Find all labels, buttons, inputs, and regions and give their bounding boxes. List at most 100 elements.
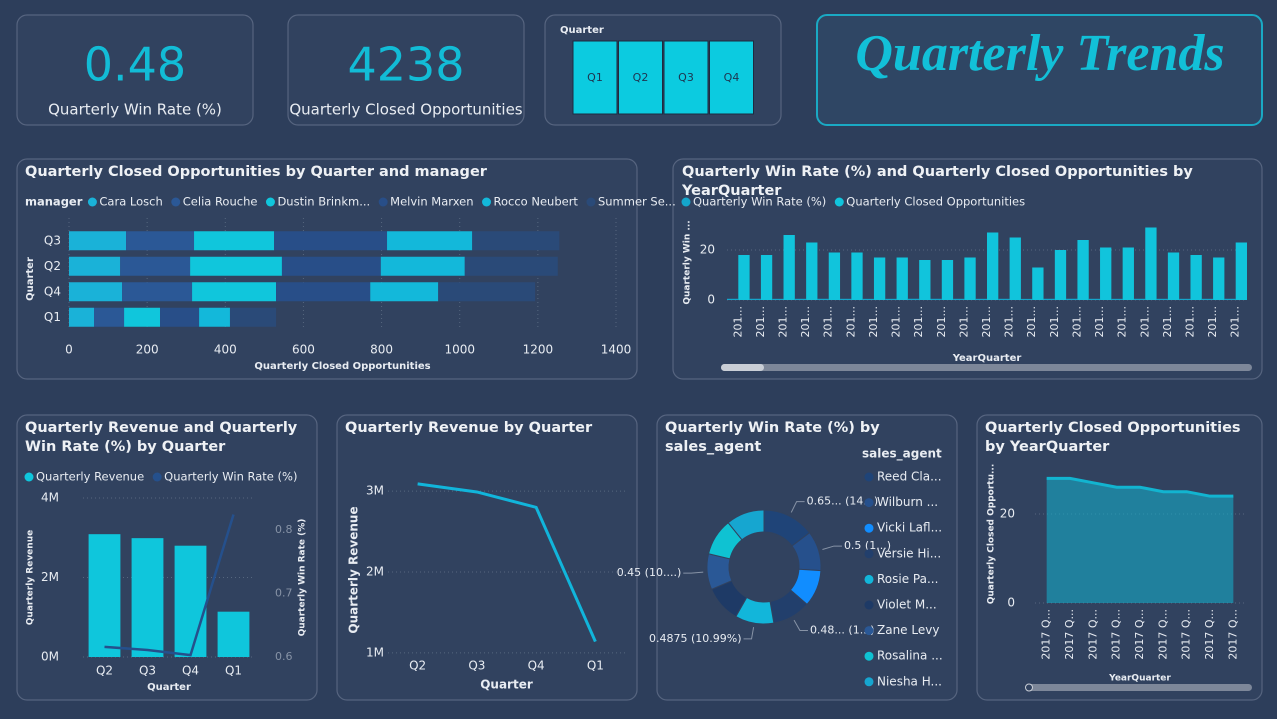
bar[interactable] [1133,298,1146,300]
bar-segment[interactable] [190,256,282,276]
bar[interactable] [1122,247,1134,301]
bar[interactable] [88,534,121,657]
bar[interactable] [760,255,773,300]
bar[interactable] [1043,298,1055,300]
bar[interactable] [772,298,784,300]
bar-segment[interactable] [69,307,95,327]
bar-segment[interactable] [192,282,277,302]
bar-segment[interactable] [124,307,161,327]
bar[interactable] [1077,240,1089,300]
bar[interactable] [896,257,908,301]
bar[interactable] [1020,298,1033,300]
bar[interactable] [828,252,841,301]
bar[interactable] [1190,255,1202,300]
legend-label[interactable]: Summer Se... [598,195,676,209]
bar[interactable] [783,235,795,300]
bar[interactable] [1145,227,1157,301]
bar[interactable] [941,260,954,300]
bar[interactable] [817,298,829,300]
slicer-item[interactable] [618,40,663,115]
bar-segment[interactable] [94,307,125,327]
bar-segment[interactable] [69,282,123,302]
legend-label[interactable]: Wilburn ... [877,495,938,509]
legend-label[interactable]: Cara Losch [99,195,162,209]
bar-segment[interactable] [281,256,381,276]
bar[interactable] [806,242,818,301]
legend-label[interactable]: Dustin Brinkm... [277,195,370,209]
bar-segment[interactable] [120,256,191,276]
legend-label[interactable]: Reed Cla... [877,470,942,484]
slicer-item[interactable] [709,40,754,115]
bar-segment[interactable] [160,307,200,327]
bar-segment[interactable] [380,256,465,276]
legend-label[interactable]: Quarterly Revenue [36,470,144,484]
scrollbar[interactable] [1027,684,1252,691]
bar[interactable] [1066,298,1078,300]
scrollbar-thumb[interactable] [721,364,764,371]
bar[interactable] [919,260,931,300]
bar-segment[interactable] [472,231,560,251]
bar-segment[interactable] [199,307,230,327]
bar-segment[interactable] [276,282,371,302]
bar[interactable] [975,298,987,300]
bar[interactable] [1054,250,1067,300]
legend-label[interactable]: Versie Hi... [877,546,941,560]
bar[interactable] [1179,298,1191,300]
bar[interactable] [1009,237,1021,301]
bar[interactable] [174,545,207,657]
bar-segment[interactable] [274,231,388,251]
bar[interactable] [1235,242,1247,301]
bar[interactable] [873,257,886,301]
bar[interactable] [794,298,807,300]
legend-label[interactable]: Niesha H... [877,674,942,688]
legend-label[interactable]: Vicki Lafl... [877,521,942,535]
bar[interactable] [1201,298,1214,300]
bar[interactable] [1032,267,1044,301]
bar-segment[interactable] [229,307,277,327]
legend-label[interactable]: Melvin Marxen [390,195,473,209]
scrollbar[interactable] [721,364,1252,371]
bar[interactable] [1111,298,1123,300]
bar[interactable] [738,255,750,300]
bar[interactable] [840,298,852,300]
bar[interactable] [1224,298,1236,300]
bar[interactable] [862,298,874,300]
legend-label[interactable]: Celia Rouche [183,195,258,209]
bar[interactable] [907,298,920,300]
slicer-item-label[interactable]: Q4 [724,71,740,84]
bar[interactable] [953,298,965,300]
slicer-item[interactable] [572,40,618,115]
bar[interactable] [987,232,999,301]
slicer-item-label[interactable]: Q1 [587,71,603,84]
scrollbar-thumb[interactable] [1025,683,1033,692]
bar[interactable] [1100,247,1112,301]
bar[interactable] [851,252,863,301]
slicer-item-label[interactable]: Q2 [633,71,649,84]
bar[interactable] [131,538,164,657]
bar[interactable] [749,298,761,300]
bar-segment[interactable] [69,256,121,276]
legend-label[interactable]: Rocco Neubert [494,195,579,209]
legend-label[interactable]: Quarterly Closed Opportunities [846,195,1025,209]
bar-segment[interactable] [464,256,558,276]
bar[interactable] [998,298,1010,300]
bar[interactable] [930,298,942,300]
slicer-item[interactable] [663,40,709,115]
legend-label[interactable]: Rosie Pa... [877,572,938,586]
bar-segment[interactable] [370,282,439,302]
bar-segment[interactable] [194,231,275,251]
legend-label[interactable]: Zane Levy [877,623,939,637]
bar-segment[interactable] [438,282,536,302]
bar[interactable] [885,298,897,300]
bar-segment[interactable] [122,282,193,302]
donut-slice[interactable] [727,509,765,541]
legend-label[interactable]: Quarterly Win Rate (%) [693,195,826,209]
bar[interactable] [1167,252,1180,301]
bar[interactable] [217,611,250,657]
legend-label[interactable]: Quarterly Win Rate (%) [164,470,297,484]
bar[interactable] [1156,298,1168,300]
bar[interactable] [1088,298,1101,300]
bar-segment[interactable] [387,231,473,251]
bar-segment[interactable] [69,231,127,251]
bar[interactable] [727,298,739,300]
